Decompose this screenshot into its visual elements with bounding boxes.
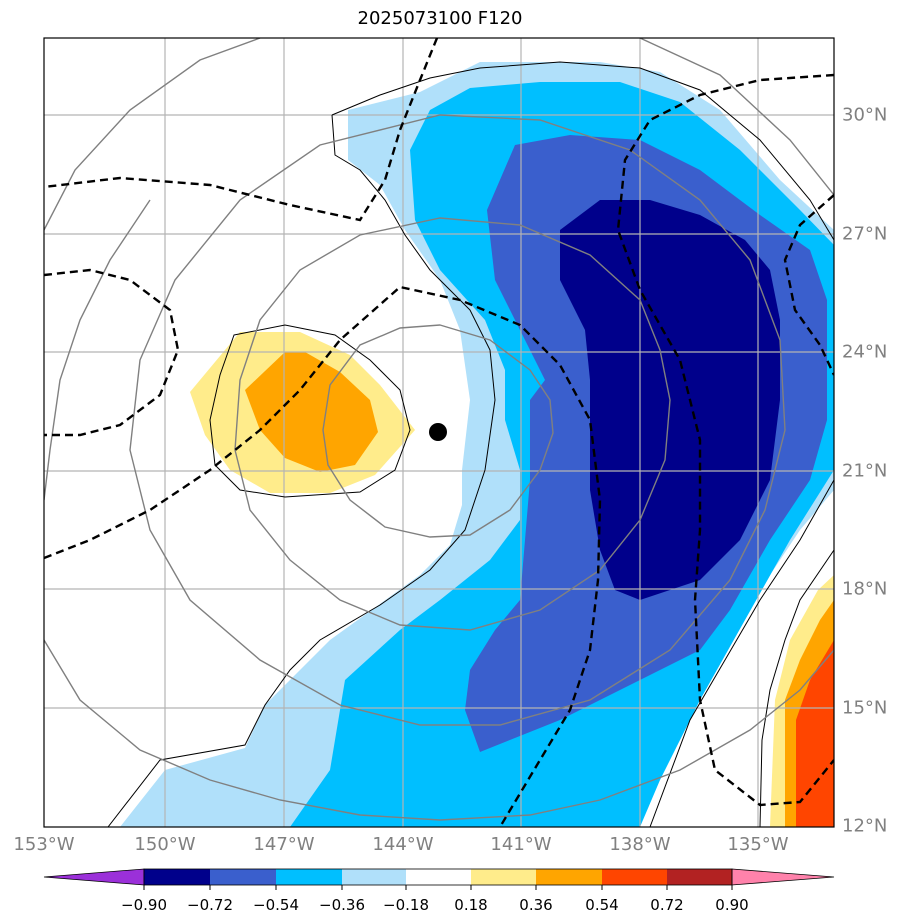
lon-label: 147°W	[253, 834, 315, 855]
colorbar-tick-label: −0.36	[319, 896, 365, 914]
colorbar-tick-label: 0.36	[519, 896, 553, 914]
colorbar-bin	[536, 869, 602, 885]
storm-center-marker	[429, 423, 447, 441]
colorbar-tick-label: −0.72	[187, 896, 233, 914]
dashed-contours	[44, 38, 834, 827]
colorbar-tick-label: 0.54	[585, 896, 619, 914]
colorbar-tick-label: −0.54	[253, 896, 299, 914]
colorbar-tick-label: −0.90	[121, 896, 167, 914]
lon-label: 138°W	[609, 834, 671, 855]
colorbar-tick-label: 0.72	[650, 896, 684, 914]
colorbar-extend-high	[731, 868, 835, 886]
lat-label: 12°N	[842, 815, 888, 837]
lat-label: 27°N	[842, 223, 888, 245]
lat-label: 24°N	[842, 341, 888, 363]
lat-label: 21°N	[842, 460, 888, 482]
colorbar-tick-label: 0.18	[454, 896, 488, 914]
map-title: 2025073100 F120	[357, 8, 523, 29]
lat-label: 15°N	[842, 697, 888, 719]
colorbar-tick-label: 0.90	[715, 896, 749, 914]
colorbar-bin	[602, 869, 667, 885]
lon-label: 135°W	[727, 834, 789, 855]
colorbar-bin	[342, 869, 406, 885]
lon-label: 144°W	[372, 834, 434, 855]
colorbar-bin	[210, 869, 276, 885]
colorbar	[43, 868, 835, 890]
thin-contours	[107, 61, 834, 827]
shade-orange	[245, 352, 378, 472]
shade-lr-red	[796, 640, 834, 827]
colorbar-bin	[471, 869, 536, 885]
colorbar-bin	[144, 869, 210, 885]
colorbar-extend-low	[43, 868, 145, 886]
map-frame	[43, 37, 835, 828]
colorbar-bin	[276, 869, 342, 885]
lon-label: 150°W	[134, 834, 196, 855]
grey-contours	[44, 38, 834, 821]
lat-label: 30°N	[842, 104, 888, 126]
colorbar-bin	[406, 869, 471, 885]
lon-label: 153°W	[13, 834, 75, 855]
gridlines	[44, 38, 834, 827]
lat-label: 18°N	[842, 578, 888, 600]
lon-label: 141°W	[490, 834, 552, 855]
colorbar-tick-label: −0.18	[383, 896, 429, 914]
colorbar-bin	[667, 869, 732, 885]
